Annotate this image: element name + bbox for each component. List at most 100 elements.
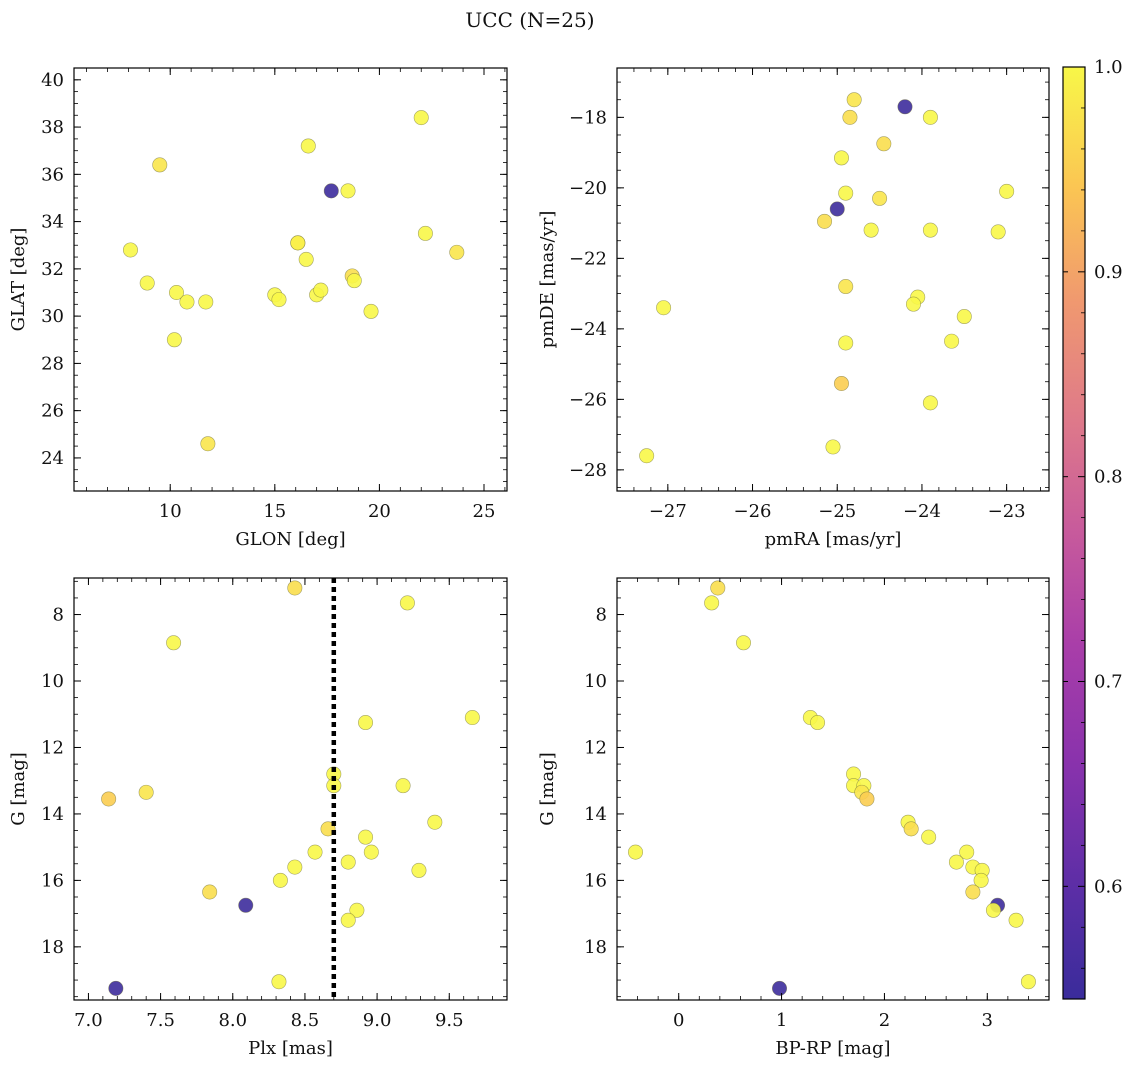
y-tick-label: −26 (569, 389, 607, 410)
data-point (363, 303, 379, 319)
x-tick-label: 3 (982, 1010, 993, 1031)
data-point (956, 309, 972, 325)
y-axis-label: G [mag] (537, 752, 558, 825)
data-point (202, 884, 218, 900)
scatter-panel-2: −27 −26 −25 −24 −23 −28 −26 −24 −22 −20 −18 pmRA [m… (537, 67, 1050, 550)
y-tick-label: 36 (41, 164, 64, 185)
data-point (449, 244, 465, 260)
data-point (139, 275, 155, 291)
data-point (363, 844, 379, 860)
data-point (290, 235, 306, 251)
data-point (656, 300, 672, 316)
y-tick-label: 16 (584, 870, 607, 891)
data-point (628, 844, 644, 860)
y-tick-label: 30 (41, 306, 64, 327)
data-point (313, 282, 329, 298)
data-point (922, 222, 938, 238)
x-tick-label: 20 (368, 501, 391, 522)
x-axis-label: GLON [deg] (235, 529, 345, 550)
y-tick-label: 32 (41, 259, 64, 280)
data-point (238, 897, 254, 913)
data-point (944, 333, 960, 349)
data-point (838, 185, 854, 201)
data-point (829, 201, 845, 217)
x-axis-label: BP-RP [mag] (775, 1038, 890, 1059)
data-point (973, 872, 989, 888)
data-point (323, 183, 339, 199)
colorbar-tick-label: 0.8 (1094, 467, 1123, 488)
data-point (817, 213, 833, 229)
y-tick-label: −20 (569, 178, 607, 199)
data-point (298, 251, 314, 267)
y-axis-label: G [mag] (8, 752, 29, 825)
data-point (999, 183, 1015, 199)
data-point (349, 902, 365, 918)
data-point (948, 854, 964, 870)
data-point (307, 844, 323, 860)
data-point (168, 284, 184, 300)
data-point (138, 784, 154, 800)
y-tick-label: 26 (41, 401, 64, 422)
data-point (810, 715, 826, 731)
data-point (710, 580, 726, 596)
x-tick-label: 8.0 (218, 1010, 247, 1031)
y-tick-label: 40 (41, 70, 64, 91)
colorbar-tick-label: 1.0 (1094, 57, 1123, 78)
y-tick-label: 12 (584, 737, 607, 758)
data-point (772, 980, 788, 996)
plot-frame (73, 67, 508, 492)
data-point (413, 110, 429, 126)
y-tick-label: 34 (41, 212, 64, 233)
y-tick-label: 12 (41, 737, 64, 758)
y-axis-label: GLAT [deg] (8, 228, 29, 332)
data-point (922, 109, 938, 125)
x-tick-label: 2 (879, 1010, 890, 1031)
y-tick-label: 18 (584, 937, 607, 958)
data-point (833, 375, 849, 391)
data-point (990, 224, 1006, 240)
y-tick-label: 18 (41, 937, 64, 958)
data-point (287, 859, 303, 875)
colorbar-tick-label: 0.6 (1094, 876, 1123, 897)
y-tick-label: 8 (596, 605, 607, 626)
y-tick-label: 14 (41, 804, 64, 825)
y-tick-label: 28 (41, 353, 64, 374)
data-point (872, 190, 888, 206)
scatter-panel-1: 10 15 20 25 24 26 28 30 32 34 36 38 40 GLON [deg] GLAT… (8, 67, 508, 550)
x-tick-label: 25 (473, 501, 496, 522)
data-point (1020, 974, 1036, 990)
data-point (287, 580, 303, 596)
scatter-points (122, 110, 465, 452)
figure-title: UCC (N=25) (465, 8, 594, 32)
colorbar: 0.6 0.7 0.8 0.9 1.0 (1062, 57, 1123, 1000)
scatter-panel-3: 7.0 7.5 8.0 8.5 9.0 9.5 8 10 12 14 16 18 Plx [mas] G … (8, 577, 508, 1059)
y-tick-label: 14 (584, 804, 607, 825)
y-tick-label: −22 (569, 248, 607, 269)
data-point (200, 436, 216, 452)
data-point (358, 715, 374, 731)
data-point (271, 292, 287, 308)
y-tick-label: 8 (53, 605, 64, 626)
data-point (965, 884, 981, 900)
x-tick-label: 8.5 (291, 1010, 320, 1031)
x-tick-label: −23 (988, 501, 1026, 522)
x-tick-label: 7.0 (74, 1010, 103, 1031)
data-point (166, 635, 182, 651)
colorbar-tick-label: 0.9 (1094, 262, 1123, 283)
data-point (833, 150, 849, 166)
data-point (427, 814, 443, 830)
y-tick-label: 10 (41, 671, 64, 692)
x-tick-label: −24 (903, 501, 941, 522)
data-point (346, 273, 362, 289)
data-point (876, 136, 892, 152)
x-tick-label: 1 (776, 1010, 787, 1031)
data-point (704, 595, 720, 611)
y-tick-label: −24 (569, 319, 607, 340)
data-point (859, 791, 875, 807)
data-point (905, 296, 921, 312)
scatter-points (101, 580, 480, 996)
data-point (340, 912, 356, 928)
data-point (271, 974, 287, 990)
